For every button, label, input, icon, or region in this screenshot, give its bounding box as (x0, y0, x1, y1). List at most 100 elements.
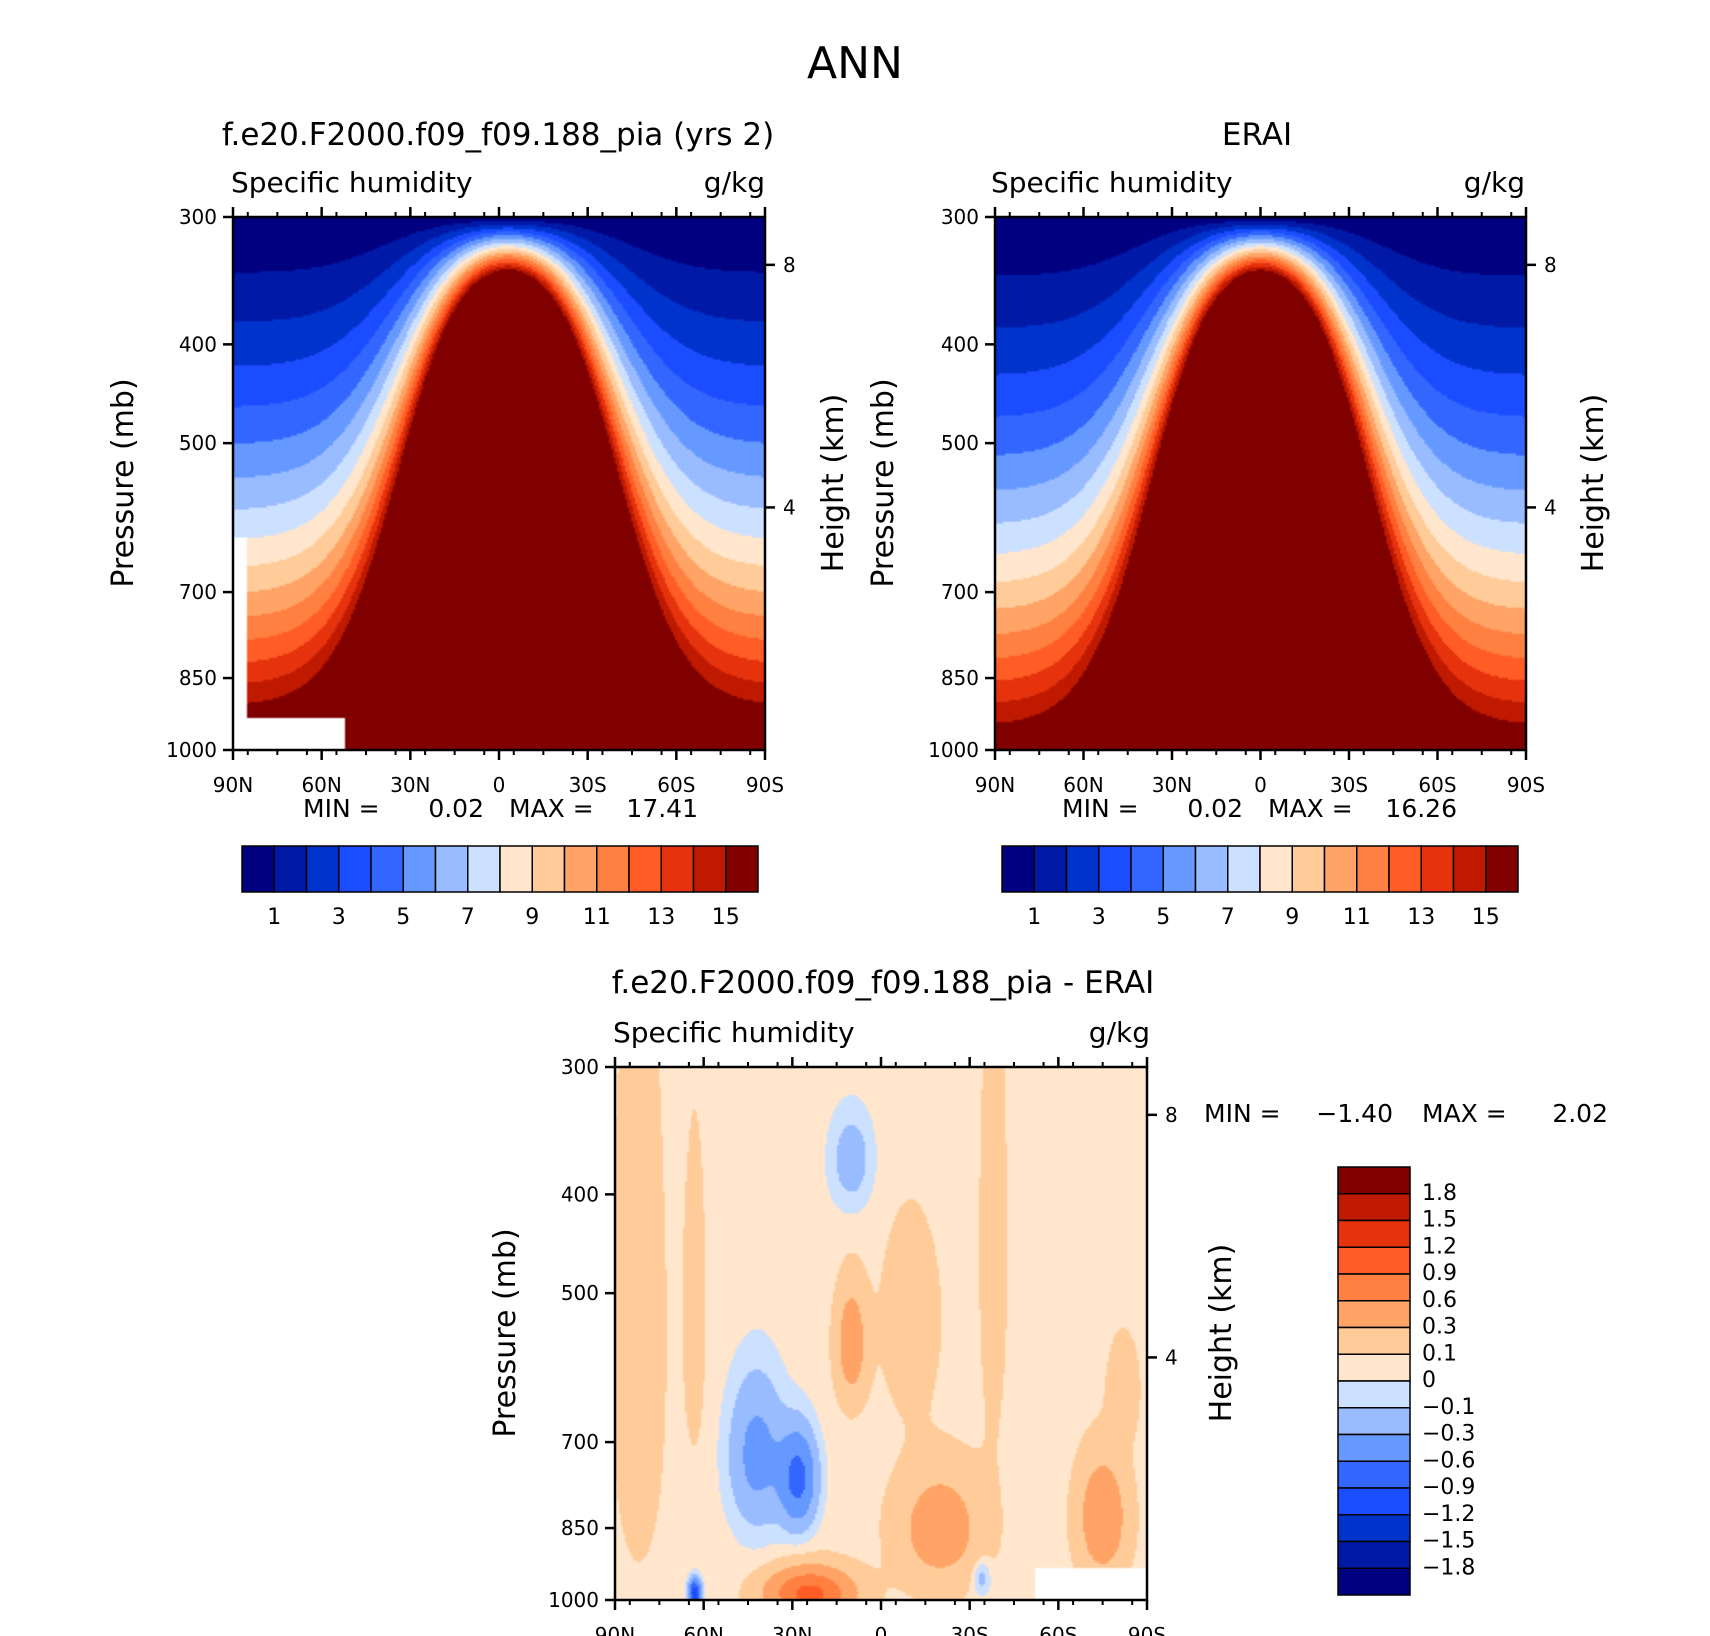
colorbar-box (1227, 845, 1261, 893)
panel-obs-y-axis-label: Pressure (mb) (866, 378, 901, 587)
colorbar-box (1337, 1353, 1411, 1382)
x-tick-label: 30S (1330, 773, 1368, 797)
colorbar-box (1337, 1540, 1411, 1569)
y-tick-label: 850 (179, 666, 217, 690)
x-tick-label: 90S (1128, 1623, 1166, 1636)
colorbar-label: 0.3 (1422, 1315, 1457, 1340)
colorbar-box (1337, 1273, 1411, 1302)
colorbar-label: 15 (712, 905, 740, 930)
x-tick-label: 60S (1039, 1623, 1077, 1636)
colorbar-box (1337, 1433, 1411, 1462)
colorbar-label: 11 (583, 905, 611, 930)
colorbar-label: −1.8 (1422, 1555, 1475, 1580)
panel-obs-units-label: g/kg (1464, 166, 1525, 199)
colorbar-box (692, 845, 727, 893)
panel-obs-y2-axis-label: Height (km) (1576, 394, 1611, 573)
colorbar-box (1130, 845, 1164, 893)
panel-model: f.e20.F2000.f09_f09.188_pia (yrs 2) Spec… (106, 117, 851, 930)
colorbar-label: 1 (267, 905, 281, 930)
colorbar-box (1337, 1407, 1411, 1436)
colorbar-label: 0 (1422, 1368, 1436, 1393)
colorbar-box (531, 845, 566, 893)
panel-model-title: f.e20.F2000.f09_f09.188_pia (yrs 2) (222, 117, 774, 153)
y-tick-label: 300 (179, 205, 217, 229)
colorbar-box (499, 845, 533, 893)
colorbar-box (1098, 845, 1132, 893)
colorbar-label: 1 (1027, 905, 1041, 930)
colorbar-box (241, 845, 275, 893)
y2-tick-label: 4 (783, 495, 796, 519)
max-label: MAX = (1268, 794, 1353, 823)
colorbar-box (467, 845, 501, 893)
colorbar-box (660, 845, 695, 893)
colorbar-box (725, 845, 759, 893)
y-tick-label: 400 (561, 1182, 599, 1206)
panel-obs-plot-area: 90N 60N 30N 0 30S 60S 90S 300 400 500 700 850 1000 8 4 (928, 205, 1557, 797)
contour-field (233, 217, 765, 750)
x-tick-label: 60S (1418, 773, 1456, 797)
x-tick-label: 60N (1063, 773, 1103, 797)
y-tick-label: 400 (941, 332, 979, 356)
y-tick-label: 500 (941, 431, 979, 455)
colorbar-label: 9 (525, 905, 539, 930)
colorbar-label: 5 (396, 905, 410, 930)
panel-diff-y2-axis-label: Height (km) (1204, 1244, 1239, 1423)
colorbar-box (1337, 1567, 1411, 1596)
figure-title: ANN (807, 38, 903, 89)
x-tick-label: 60S (657, 773, 695, 797)
colorbar-label: 7 (461, 905, 475, 930)
panel-model-plot-area: 90N 60N 30N 0 30S 60S 90S 300 400 500 700 850 1000 8 4 (166, 205, 796, 797)
y-tick-label: 400 (179, 332, 217, 356)
colorbar-box (1162, 845, 1197, 893)
colorbar-label: 1.5 (1422, 1208, 1457, 1233)
colorbar-box (1337, 1380, 1411, 1409)
colorbar-label: 3 (1092, 905, 1106, 930)
colorbar-box (305, 845, 340, 893)
panel-diff-y-axis-label: Pressure (mb) (488, 1228, 523, 1437)
x-tick-label: 0 (1254, 773, 1267, 797)
panel-obs: ERAI Specific humidity g/kg 90N 60N 30N 0 30… (866, 117, 1611, 930)
colorbar-label: −0.9 (1422, 1475, 1475, 1500)
y-tick-label: 500 (561, 1281, 599, 1305)
colorbar-label: 11 (1343, 905, 1371, 930)
max-value: 2.02 (1552, 1099, 1608, 1128)
colorbar-label: 9 (1285, 905, 1299, 930)
panel-obs-stats: MIN = 0.02 MAX = 16.26 (1062, 794, 1457, 823)
panel-diff-variable-label: Specific humidity (613, 1016, 855, 1049)
colorbar-label: −1.2 (1422, 1502, 1475, 1527)
y2-tick-label: 4 (1165, 1345, 1178, 1369)
y-tick-label: 1000 (166, 738, 217, 762)
colorbar-box (1356, 845, 1390, 893)
colorbar-label: 13 (1407, 905, 1435, 930)
colorbar-box (1337, 1193, 1411, 1222)
min-value: −1.40 (1316, 1099, 1393, 1128)
panel-diff-colorbar: 1.81.51.20.90.60.30.10−0.1−0.3−0.6−0.9−1… (1337, 1166, 1475, 1596)
x-tick-label: 30N (390, 773, 430, 797)
colorbar-label: 0.9 (1422, 1261, 1457, 1286)
panel-diff: f.e20.F2000.f09_f09.188_pia - ERAI Speci… (488, 965, 1608, 1636)
colorbar-box (1337, 1326, 1411, 1355)
panel-model-y2-axis-label: Height (km) (816, 394, 851, 573)
colorbar-box (1485, 845, 1519, 893)
x-tick-label: 90N (595, 1623, 635, 1636)
panel-diff-title: f.e20.F2000.f09_f09.188_pia - ERAI (612, 965, 1155, 1001)
x-tick-label: 90S (1507, 773, 1545, 797)
colorbar-label: 1.2 (1422, 1234, 1457, 1259)
colorbar-box (1065, 845, 1100, 893)
panel-model-stats: MIN = 0.02 MAX = 17.41 (303, 794, 698, 823)
min-value: 0.02 (1187, 794, 1243, 823)
max-value: 16.26 (1385, 794, 1457, 823)
colorbar-label: 0.6 (1422, 1288, 1457, 1313)
colorbar-box (434, 845, 469, 893)
colorbar-box (1337, 1166, 1411, 1195)
colorbar-label: −0.6 (1422, 1448, 1475, 1473)
colorbar-box (596, 845, 630, 893)
colorbar-box (402, 845, 437, 893)
colorbar-label: 3 (332, 905, 346, 930)
y2-tick-label: 8 (1165, 1103, 1178, 1127)
colorbar-label: 1.8 (1422, 1181, 1457, 1206)
x-tick-label: 30S (951, 1623, 989, 1636)
colorbar-label: −1.5 (1422, 1529, 1475, 1554)
panel-model-units-label: g/kg (704, 166, 765, 199)
